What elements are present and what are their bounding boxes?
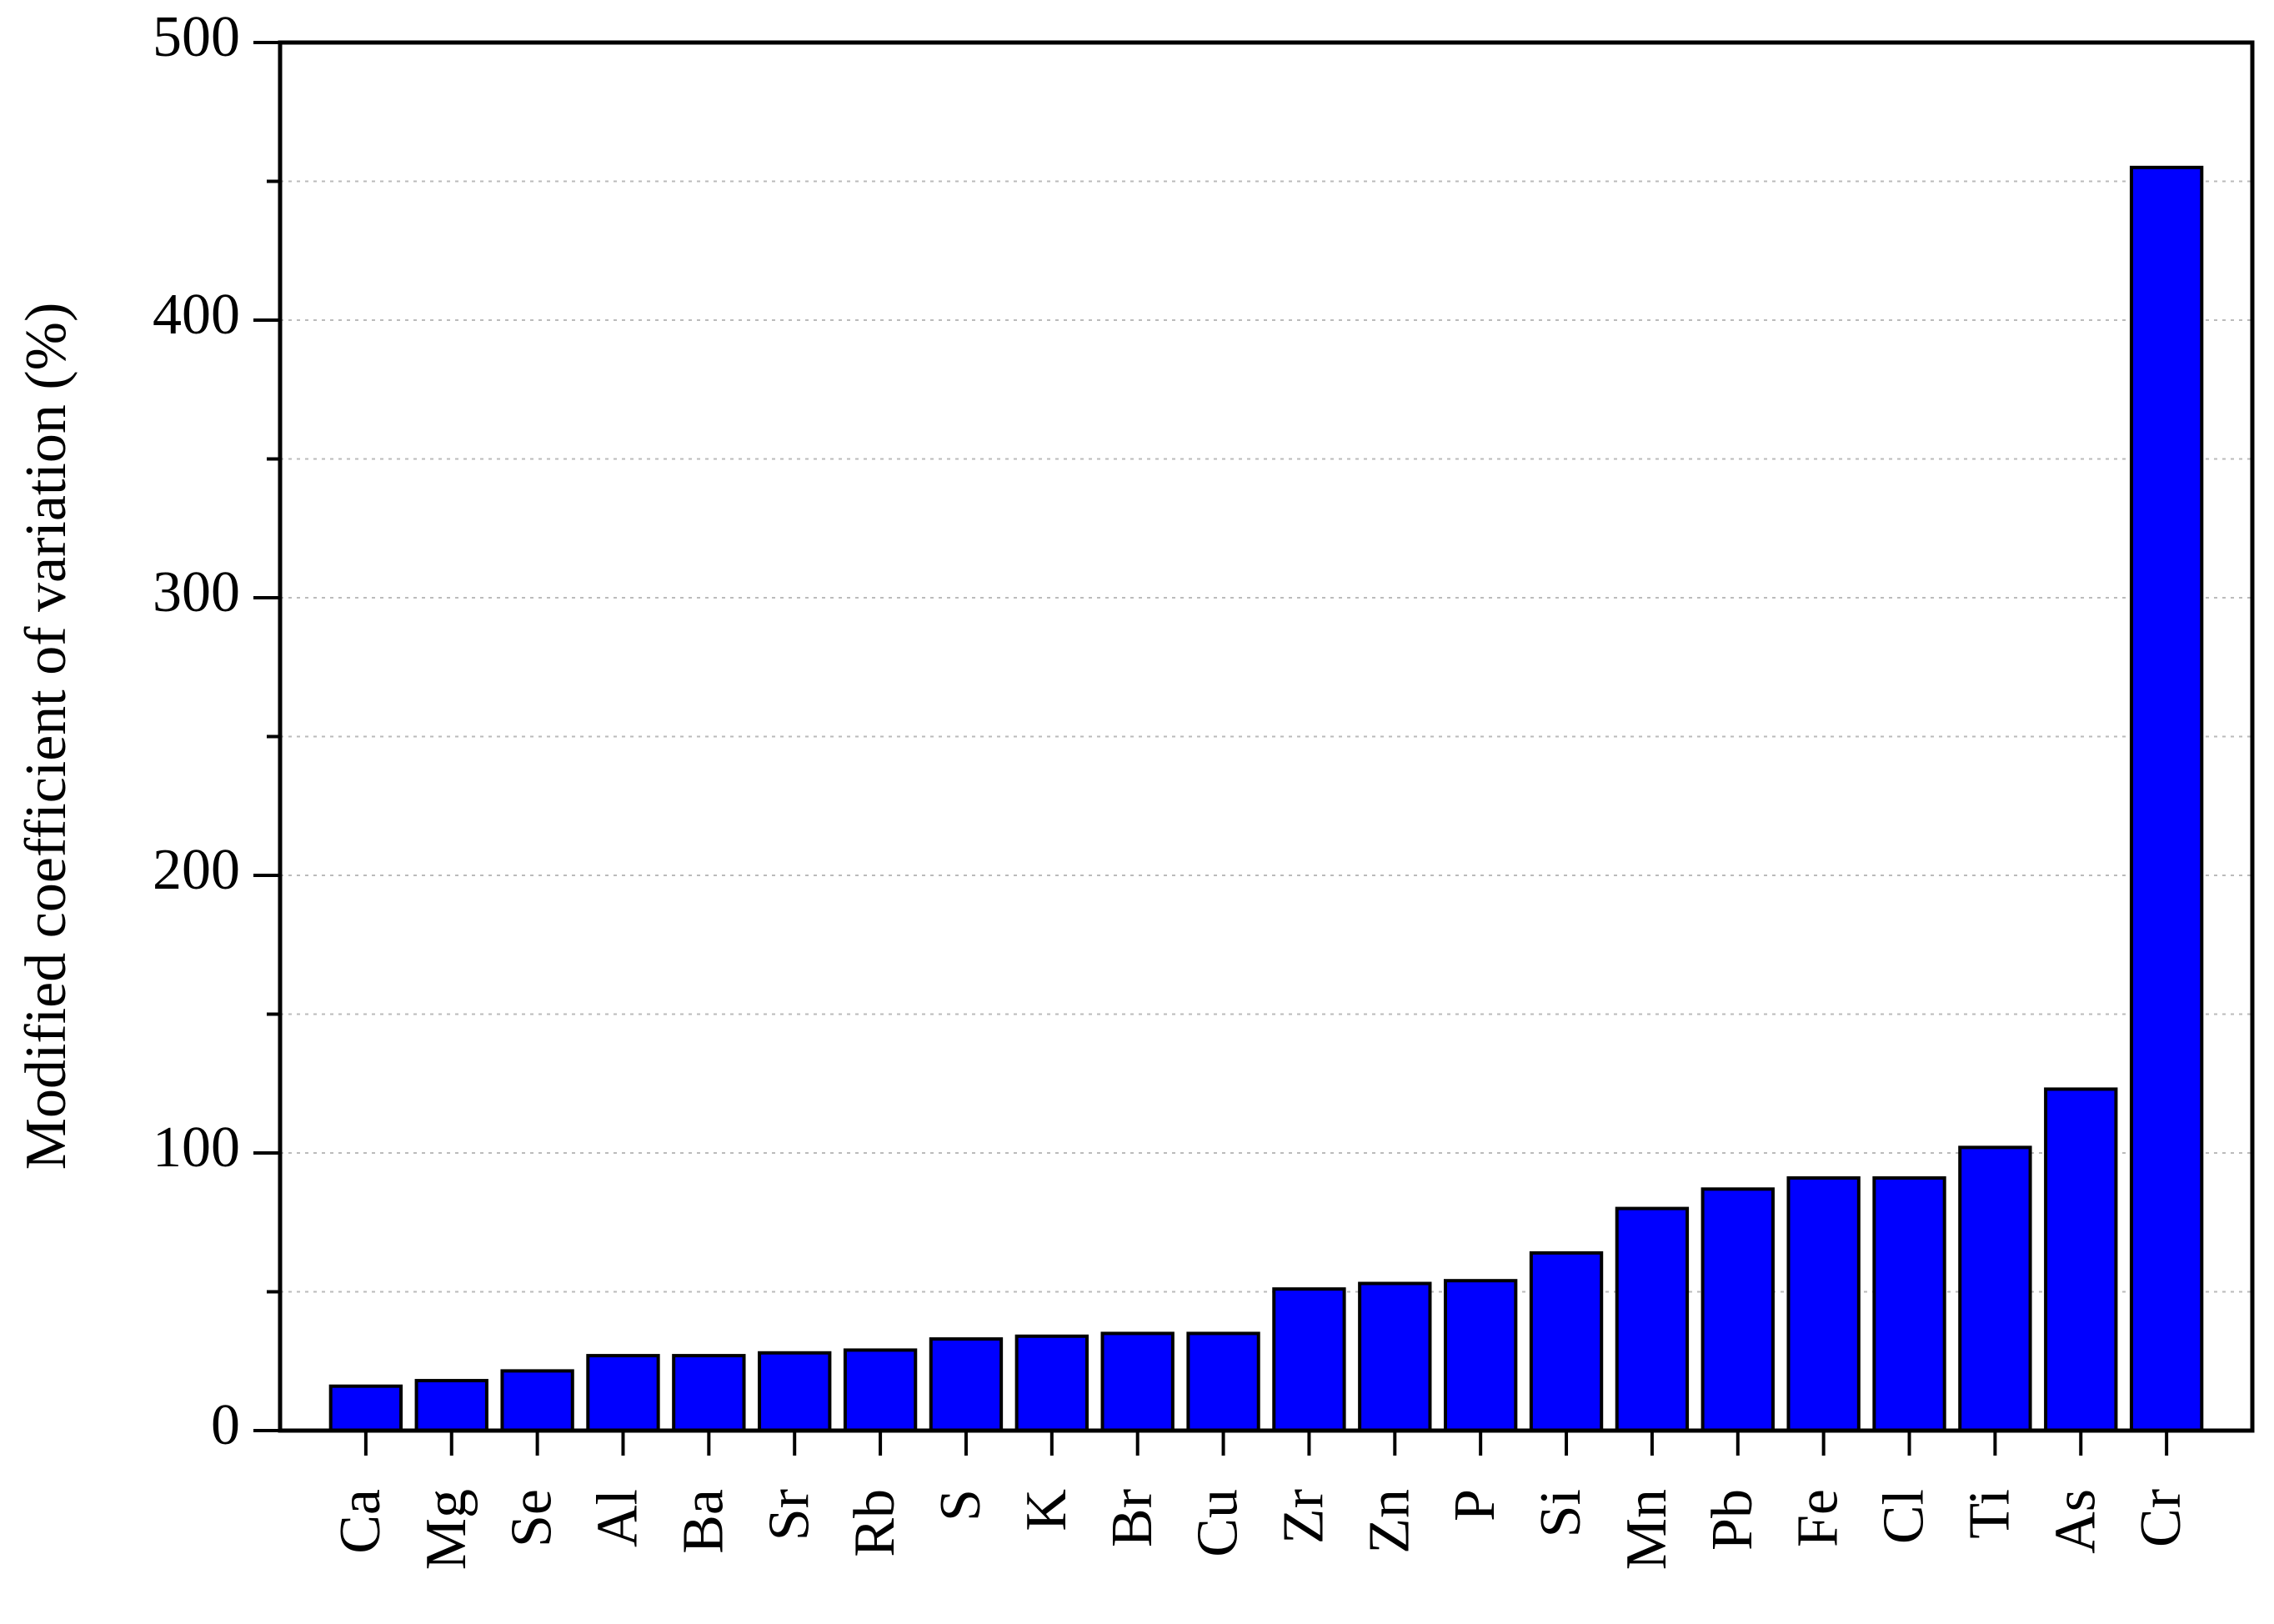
- x-tick-label: S: [929, 1489, 993, 1521]
- x-tick-label: Ca: [328, 1489, 393, 1554]
- bar: [1529, 1251, 1604, 1432]
- x-tick-label: Ba: [671, 1489, 735, 1554]
- bar: [1272, 1287, 1346, 1433]
- bar: [2129, 165, 2204, 1433]
- x-tick-label: Mn: [1615, 1489, 1679, 1570]
- x-tick-label: P: [1443, 1489, 1507, 1521]
- y-axis-title: Modified coefficient of variation (%): [14, 303, 78, 1170]
- y-tick-label: 0: [211, 1393, 240, 1457]
- bar: [1443, 1279, 1518, 1433]
- bar: [1786, 1175, 1861, 1432]
- bar: [758, 1351, 832, 1433]
- x-tick-label: Al: [586, 1489, 650, 1547]
- bar: [843, 1348, 918, 1433]
- y-tick-label: 200: [153, 838, 240, 902]
- x-tick-label: Br: [1100, 1489, 1165, 1547]
- y-tick-label: 100: [153, 1115, 240, 1180]
- x-tick-label: Zr: [1271, 1489, 1335, 1544]
- bar: [1358, 1281, 1432, 1433]
- bar: [1700, 1187, 1775, 1433]
- bar: [1615, 1206, 1690, 1432]
- bar: [586, 1354, 660, 1432]
- x-tick-label: Cu: [1186, 1489, 1250, 1557]
- bar: [672, 1354, 746, 1432]
- bar: [1872, 1175, 1946, 1432]
- bar: [2044, 1087, 2118, 1433]
- x-tick-label: Se: [500, 1489, 564, 1547]
- x-tick-label: Rb: [843, 1489, 907, 1557]
- y-tick-label: 500: [153, 5, 240, 69]
- bar: [414, 1379, 488, 1433]
- bar: [328, 1384, 403, 1432]
- bar: [929, 1337, 1004, 1432]
- x-tick-label: As: [2043, 1489, 2107, 1554]
- x-tick-label: Si: [1529, 1489, 1593, 1537]
- x-tick-label: Pb: [1700, 1489, 1765, 1551]
- x-tick-label: Cr: [2129, 1489, 2193, 1547]
- x-tick-label: Fe: [1786, 1489, 1851, 1547]
- bar: [1186, 1331, 1260, 1432]
- x-tick-label: Sr: [757, 1489, 821, 1541]
- x-tick-label: Zn: [1357, 1489, 1421, 1554]
- y-tick-label: 300: [153, 560, 240, 624]
- bar: [500, 1369, 574, 1433]
- bar: [1014, 1334, 1089, 1433]
- x-tick-label: Cl: [1872, 1489, 1936, 1544]
- bar: [1958, 1145, 2032, 1432]
- plot-frame: [278, 40, 2255, 1433]
- x-tick-label: K: [1014, 1489, 1079, 1531]
- y-tick-label: 400: [153, 283, 240, 347]
- x-tick-label: Mg: [414, 1489, 478, 1570]
- x-tick-label: Ti: [1957, 1489, 2021, 1539]
- bar: [1100, 1331, 1175, 1432]
